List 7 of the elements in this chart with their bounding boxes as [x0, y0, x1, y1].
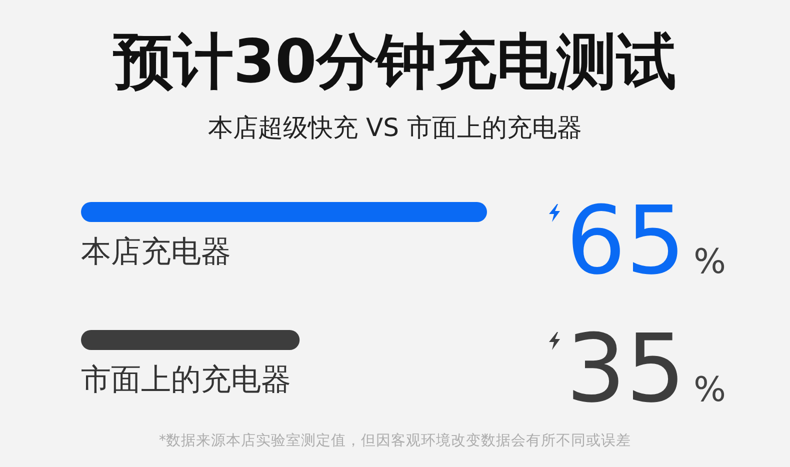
y-tick-label: 本店充电器	[81, 234, 231, 270]
data-label: 35%	[566, 315, 726, 424]
chart-title: 预计30分钟充电测试	[112, 27, 678, 97]
y-tick-label: 市面上的充电器	[81, 362, 291, 398]
annotation: *数据来源本店实验室测定值，但因客观环境改变数据会有所不同或误差	[158, 432, 632, 450]
chart-subtitle: 本店超级快充 VS 市面上的充电器	[207, 113, 583, 142]
data-label: 65%	[566, 187, 726, 296]
